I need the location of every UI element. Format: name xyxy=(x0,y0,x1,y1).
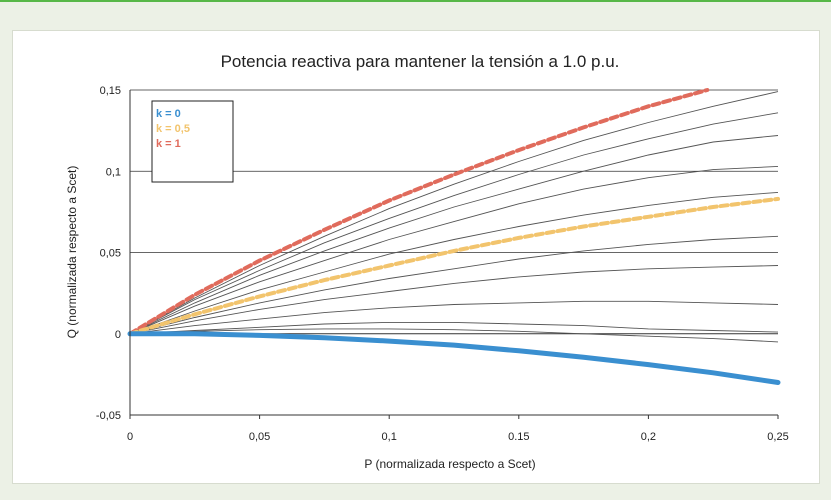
x-tick-label: 0,05 xyxy=(249,431,270,443)
parametric-curve xyxy=(129,191,779,335)
x-axis-label: P (normalizada respecto a Scet) xyxy=(364,457,535,471)
y-tick-label: 0,05 xyxy=(100,248,121,260)
x-tick-label: 0.15 xyxy=(508,431,529,443)
x-tick-label: 0,25 xyxy=(767,431,788,443)
legend-entry: k = 0 xyxy=(156,108,181,120)
y-axis-label: Q (normalizada respecto a Scet) xyxy=(65,166,79,339)
legend: k = 0 k = 0,5 k = 1 xyxy=(151,100,234,183)
y-tick-label: -0,05 xyxy=(96,410,121,422)
parametric-curve xyxy=(129,235,779,335)
parametric-curve xyxy=(129,328,779,343)
axes: 0,15 0,1 0,05 0 -0,05 0 0,05 0,1 0.15 0,2 0,25 xyxy=(96,85,789,443)
y-tick-label: 0,1 xyxy=(106,166,121,178)
parametric-curves xyxy=(129,91,779,343)
legend-box xyxy=(151,100,234,183)
legend-entry: k = 1 xyxy=(156,138,181,150)
series-k05-line xyxy=(128,196,780,336)
x-tick-label: 0,1 xyxy=(382,431,397,443)
chart-title: Potencia reactiva para mantener la tensi… xyxy=(221,52,620,71)
y-tick-label: 0,15 xyxy=(100,85,121,97)
top-accent-rule xyxy=(0,0,831,2)
series-k0-line xyxy=(127,331,781,385)
legend-entry: k = 0,5 xyxy=(156,123,190,135)
x-tick-label: 0 xyxy=(127,431,133,443)
x-tick-label: 0,2 xyxy=(641,431,656,443)
y-tick-label: 0 xyxy=(115,329,121,341)
highlighted-series xyxy=(127,88,781,385)
series-k1-line xyxy=(128,88,710,336)
parametric-curve xyxy=(129,135,779,335)
parametric-curve xyxy=(129,321,779,335)
parametric-curve xyxy=(129,165,779,335)
parametric-curve xyxy=(129,112,779,335)
parametric-curve xyxy=(129,265,779,335)
parametric-curve xyxy=(129,300,779,335)
chart-panel xyxy=(12,30,820,484)
parametric-curve xyxy=(129,91,779,335)
